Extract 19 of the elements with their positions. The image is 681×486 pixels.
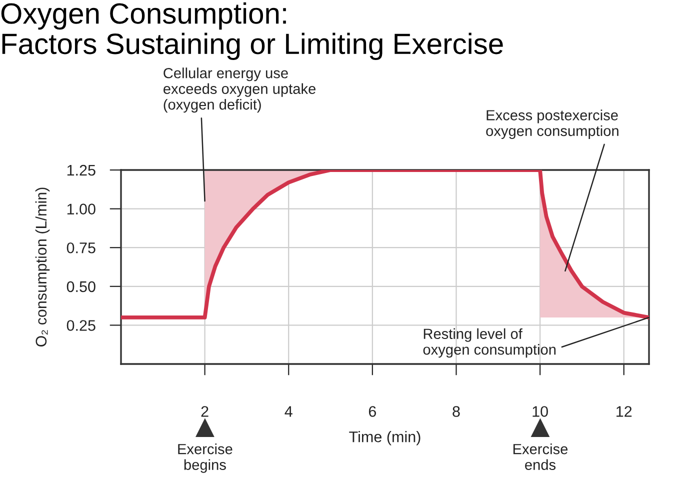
y-tick-label: 0.75	[66, 242, 96, 254]
y-axis-title: O₂ consumption (L/min)	[35, 188, 50, 346]
x-axis-title: Time (min)	[349, 431, 420, 446]
y-tick-label: 1.25	[67, 164, 96, 176]
x-tick-label: 4	[284, 406, 292, 417]
x-tick-label: 6	[368, 406, 376, 417]
chart-title: Oxygen Consumption: Factors Sustaining or Limiting Exercise	[1, 2, 503, 60]
x-tick-label: 12	[616, 406, 632, 417]
x-tick-label: 10	[532, 406, 548, 417]
annotation: Excess postexercise oxygen consumption	[486, 110, 618, 139]
text: Exercise begins	[178, 444, 232, 473]
y-tick-label: 0.50	[66, 281, 96, 292]
annotation: Resting level of oxygen consumption	[423, 328, 556, 358]
x-tick-label: 8	[452, 406, 460, 417]
y-tick-label: 1.00	[67, 204, 96, 214]
x-tick-label: 2	[201, 406, 208, 417]
text: Exercise ends	[513, 444, 568, 470]
y-tick-label: 0.25	[66, 320, 96, 331]
annotation: Cellular energy use exceeds oxygen uptake (oxygen deficit)	[164, 68, 316, 113]
